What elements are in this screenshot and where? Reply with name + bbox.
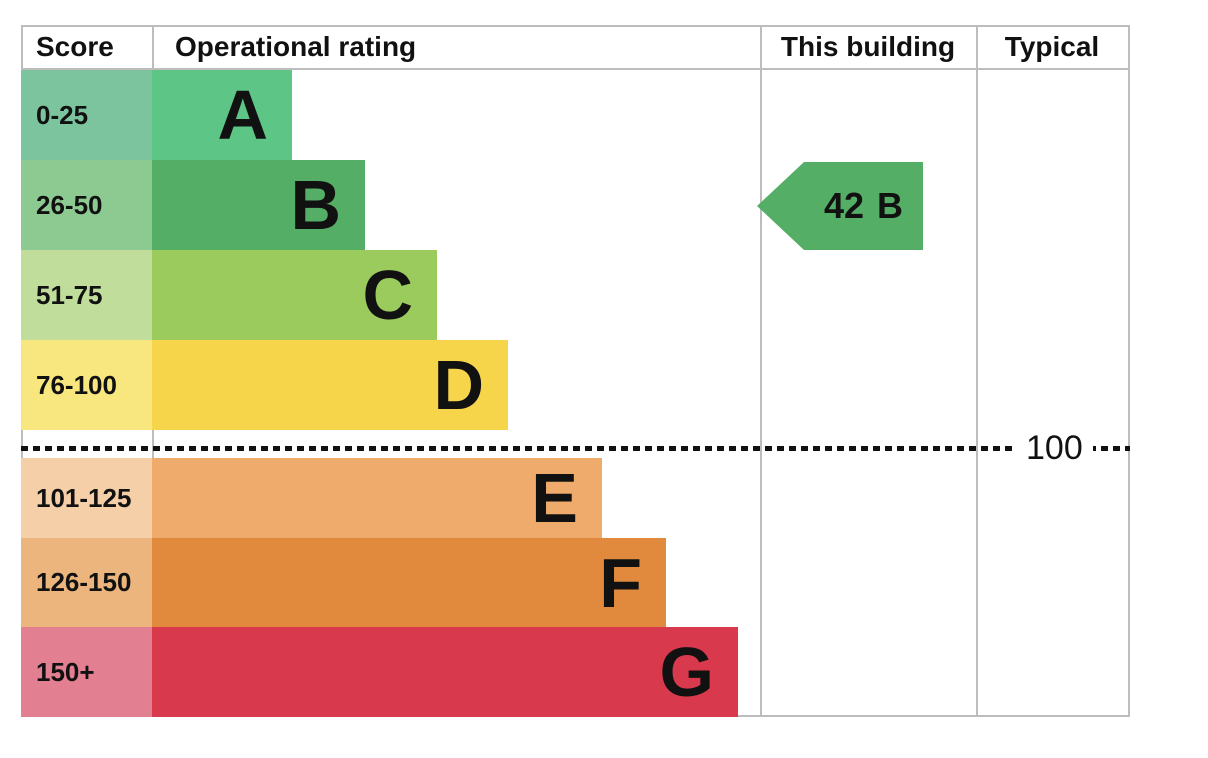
band-row-a: 0-25 A xyxy=(21,70,1130,160)
header-typical: Typical xyxy=(976,25,1128,68)
score-range-label: 101-125 xyxy=(36,482,132,513)
rating-bar-f: F xyxy=(152,538,666,627)
header-this-building: This building xyxy=(760,25,976,68)
grade-letter: F xyxy=(599,543,642,622)
grade-letter: C xyxy=(362,256,413,334)
grade-letter: A xyxy=(217,76,268,154)
score-cell-a: 0-25 xyxy=(21,70,152,160)
header-typical-label: Typical xyxy=(1004,30,1100,62)
header-score: Score xyxy=(36,25,152,68)
score-cell-f: 126-150 xyxy=(21,538,152,627)
header-score-label: Score xyxy=(36,30,114,62)
rating-bar-d: D xyxy=(152,340,508,430)
band-row-c: 51-75 C xyxy=(21,250,1130,340)
score-cell-d: 76-100 xyxy=(21,340,152,430)
rating-table: Score Operational rating This building T… xyxy=(21,25,1130,717)
score-column-divider xyxy=(152,25,154,68)
building-grade: B xyxy=(877,185,904,226)
building-arrow-shape xyxy=(757,162,923,250)
score-range-label: 51-75 xyxy=(36,279,103,310)
grade-letter: B xyxy=(290,166,341,244)
band-row-f: 126-150 F xyxy=(21,538,1130,627)
score-range-label: 126-150 xyxy=(36,567,132,597)
building-rating-arrow xyxy=(757,162,923,250)
grade-letter: D xyxy=(433,346,484,424)
typical-threshold-label: 100 xyxy=(1016,429,1093,467)
score-cell-b: 26-50 xyxy=(21,160,152,250)
rating-bar-a: A xyxy=(152,70,292,160)
threshold-value: 100 xyxy=(1026,428,1083,467)
table-top-border xyxy=(21,25,1130,27)
score-column-divider-gap xyxy=(152,430,154,458)
band-row-b: 26-50 B xyxy=(21,160,1130,250)
table-right-border xyxy=(1128,25,1130,717)
band-row-d: 76-100 D xyxy=(21,340,1130,430)
score-range-label: 150+ xyxy=(36,656,95,687)
score-range-label: 0-25 xyxy=(36,99,89,130)
typical-column-divider xyxy=(976,25,978,717)
rating-bar-g: G xyxy=(152,627,738,717)
band-row-g: 150+ G xyxy=(21,627,1130,717)
grade-letter: E xyxy=(531,459,578,537)
this-building-column-divider xyxy=(760,25,762,717)
building-rating-value: 42 B xyxy=(804,162,923,250)
header-operational-rating-label: Operational rating xyxy=(175,30,417,62)
score-cell-e: 101-125 xyxy=(21,458,152,538)
rating-bar-b: B xyxy=(152,160,365,250)
rating-bar-e: E xyxy=(152,458,602,538)
band-row-e: 101-125 E xyxy=(21,458,1130,538)
header-operational-rating: Operational rating xyxy=(175,25,760,68)
grade-letter: G xyxy=(659,633,714,711)
typical-threshold-line xyxy=(21,446,1130,451)
score-cell-c: 51-75 xyxy=(21,250,152,340)
score-range-label: 76-100 xyxy=(36,369,117,400)
header-this-building-label: This building xyxy=(780,30,956,62)
header-bottom-border xyxy=(21,68,1130,70)
score-cell-g: 150+ xyxy=(21,627,152,717)
score-range-label: 26-50 xyxy=(36,189,103,220)
rating-bar-c: C xyxy=(152,250,437,340)
building-score: 42 xyxy=(823,185,865,226)
